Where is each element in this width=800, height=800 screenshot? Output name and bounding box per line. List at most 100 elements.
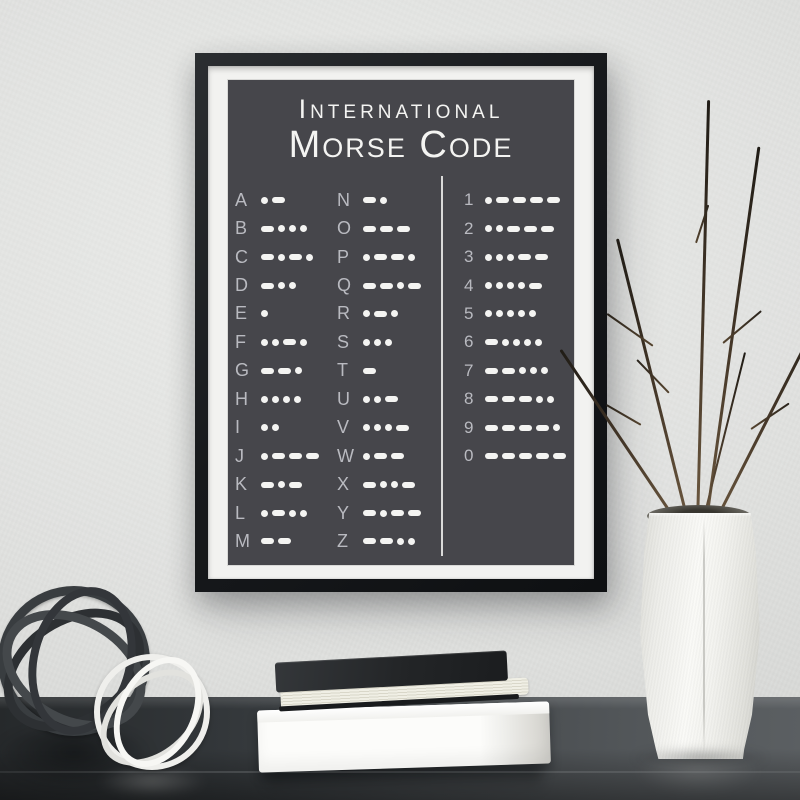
dot-symbol	[380, 481, 387, 489]
morse-code-symbols	[363, 225, 410, 232]
branch	[696, 100, 711, 526]
dot-symbol	[485, 253, 492, 261]
morse-row-0: 0	[464, 442, 566, 470]
dash-symbol	[502, 396, 515, 403]
character-label: D	[235, 275, 249, 296]
dash-symbol	[363, 225, 376, 232]
dot-symbol	[289, 282, 296, 290]
dot-symbol	[374, 338, 381, 346]
character-label: M	[235, 530, 251, 551]
dot-symbol	[485, 225, 492, 233]
dash-symbol	[261, 481, 274, 488]
character-label: G	[235, 360, 250, 381]
morse-code-symbols	[261, 310, 268, 318]
morse-row-3: 3	[464, 243, 566, 271]
morse-code-symbols	[261, 367, 302, 375]
dot-symbol	[278, 282, 285, 290]
dot-symbol	[363, 424, 370, 432]
dot-symbol	[261, 196, 268, 204]
column-divider-line	[441, 176, 443, 556]
dot-symbol	[278, 253, 285, 261]
dash-symbol	[496, 197, 509, 204]
dot-symbol	[380, 509, 387, 517]
dash-symbol	[272, 453, 285, 460]
character-label: L	[235, 502, 246, 523]
dot-symbol	[363, 395, 370, 403]
dot-symbol	[289, 509, 296, 517]
morse-column-digits: 1 2 3 4 5 6 7 8 9 0	[464, 186, 566, 470]
twig	[750, 402, 790, 430]
dot-symbol	[518, 282, 525, 290]
dash-symbol	[485, 453, 498, 460]
character-label: W	[337, 445, 355, 466]
morse-code-symbols	[363, 424, 409, 432]
morse-code-symbols	[261, 338, 307, 346]
morse-row-g: G	[235, 357, 319, 385]
dot-symbol	[363, 310, 370, 318]
morse-code-symbols	[261, 282, 296, 290]
morse-code-symbols	[261, 481, 302, 489]
dash-symbol	[289, 481, 302, 488]
dot-symbol	[363, 338, 370, 346]
dash-symbol	[536, 453, 549, 460]
dash-symbol	[391, 453, 404, 460]
morse-row-a: A	[235, 186, 319, 214]
dash-symbol	[278, 538, 291, 545]
morse-code-symbols	[485, 225, 554, 233]
morse-code-symbols	[363, 310, 398, 318]
dot-symbol	[391, 481, 398, 489]
dash-symbol	[278, 367, 291, 374]
character-label: I	[235, 417, 241, 438]
dash-symbol	[374, 453, 387, 460]
dash-symbol	[519, 396, 532, 403]
dot-symbol	[496, 310, 503, 318]
dash-symbol	[553, 453, 566, 460]
dash-symbol	[519, 453, 532, 460]
dot-symbol	[536, 395, 543, 403]
dot-symbol	[485, 196, 492, 204]
dash-symbol	[380, 538, 393, 545]
dash-symbol	[374, 254, 387, 261]
dash-symbol	[541, 225, 554, 232]
dot-symbol	[385, 424, 392, 432]
character-label: Q	[337, 275, 352, 296]
morse-row-2: 2	[464, 214, 566, 242]
character-label: O	[337, 218, 352, 239]
morse-code-symbols	[261, 395, 301, 403]
dot-symbol	[391, 310, 398, 318]
vase-contact-shadow	[630, 749, 770, 767]
dot-symbol	[261, 509, 268, 517]
character-label: F	[235, 331, 247, 352]
dash-symbol	[530, 197, 543, 204]
dash-symbol	[261, 538, 274, 545]
twig	[722, 310, 762, 344]
dash-symbol	[502, 424, 515, 431]
dot-symbol	[363, 253, 370, 261]
character-label: 0	[464, 446, 474, 466]
morse-row-u: U	[337, 385, 421, 413]
character-label: 6	[464, 332, 474, 352]
dash-symbol	[507, 225, 520, 232]
dot-symbol	[541, 367, 548, 375]
character-label: U	[337, 388, 351, 409]
poster-title-line2: Morse Code	[288, 124, 514, 167]
dash-symbol	[397, 225, 410, 232]
character-label: N	[337, 189, 351, 210]
character-label: 5	[464, 303, 474, 323]
dot-symbol	[408, 253, 415, 261]
morse-row-q: Q	[337, 271, 421, 299]
morse-row-8: 8	[464, 385, 566, 413]
character-label: C	[235, 246, 249, 267]
dot-symbol	[374, 395, 381, 403]
dash-symbol	[518, 254, 531, 261]
morse-code-symbols	[363, 481, 415, 489]
morse-row-r: R	[337, 300, 421, 328]
morse-row-c: C	[235, 243, 319, 271]
dash-symbol	[380, 282, 393, 289]
morse-row-v: V	[337, 414, 421, 442]
morse-code-symbols	[363, 253, 415, 261]
